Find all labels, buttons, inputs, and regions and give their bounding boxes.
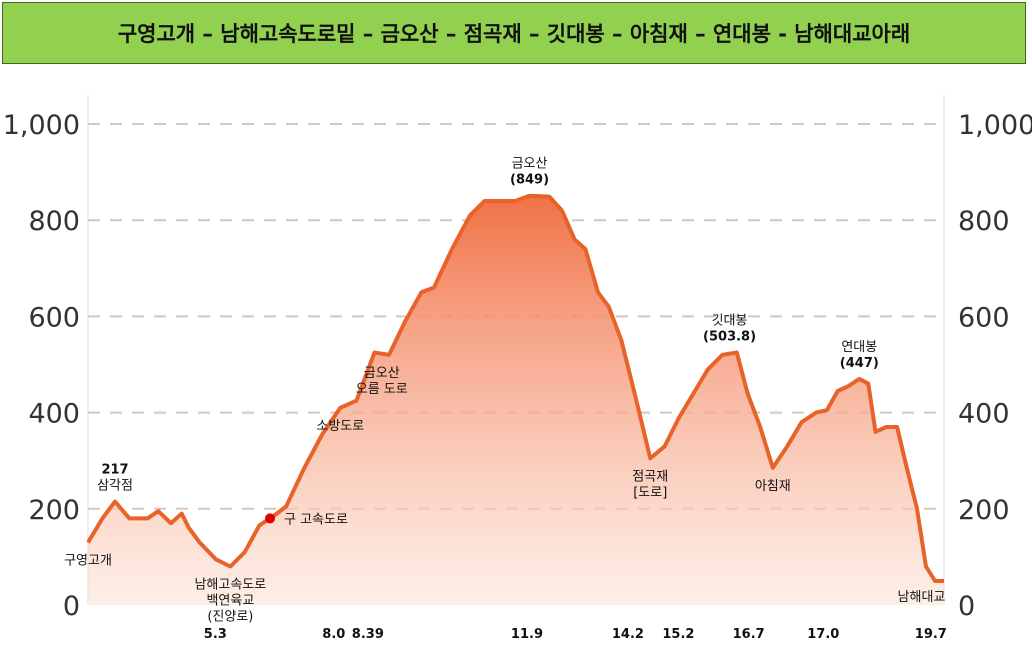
annotation-label: 오름 도로: [356, 382, 408, 397]
annotation-label: 구영고개: [64, 553, 112, 568]
y-tick-label-left: 400: [28, 399, 80, 430]
y-tick-label-right: 800: [958, 206, 1010, 237]
y-tick-label-left: 600: [28, 302, 80, 333]
x-tick-label: 11.9: [511, 627, 543, 642]
annotation-label: (진양로): [207, 610, 253, 625]
annotation-label: 점곡재: [632, 469, 668, 484]
y-tick-label-left: 200: [28, 495, 80, 526]
elevation-area: [88, 195, 944, 605]
y-tick-label-left: 0: [63, 591, 80, 622]
y-tick-label-right: 600: [958, 302, 1010, 333]
annotation-label: 백연육교: [206, 594, 254, 609]
elevation-line: [86, 193, 944, 583]
annotation-label: 소방도로: [316, 419, 364, 434]
x-tick-label: 5.3: [204, 627, 227, 642]
old-highway-marker: [265, 513, 276, 524]
x-tick-label: 14.2: [612, 627, 644, 642]
y-tick-label-right: 200: [958, 495, 1010, 526]
annotation-label: 217: [101, 463, 128, 478]
annotation-label: 깃대봉: [712, 313, 748, 328]
annotation-label: 삼각점: [97, 479, 133, 494]
annotation-label: 아침재: [755, 479, 791, 494]
annotation-label: 금오산: [512, 157, 548, 172]
x-tick-label: 16.7: [733, 627, 765, 642]
x-tick-label: 19.7: [915, 627, 947, 642]
x-tick-label: 17.0: [807, 627, 839, 642]
x-tick-label: 8.0: [322, 627, 345, 642]
y-tick-label-right: 0: [958, 591, 975, 622]
x-tick-label: 8.39: [352, 627, 384, 642]
y-tick-label-right: 1,000: [958, 110, 1032, 141]
annotation-label: 남해대교: [898, 590, 946, 605]
y-ticks-right: 0 200 400 600 800 1,000: [958, 110, 1032, 622]
y-tick-label-right: 400: [958, 399, 1010, 430]
y-ticks-left: 0 200 400 600 800 1,000: [3, 110, 80, 622]
annotation-label: [도로]: [633, 485, 667, 500]
annotation-label: 금오산: [364, 366, 400, 381]
annotation-label: (447): [840, 356, 879, 371]
chart-title-banner: 구영고개 – 남해고속도로밑 – 금오산 – 점곡재 – 깃대봉 – 아침재 –…: [2, 2, 1026, 64]
annotation-label: (503.8): [703, 329, 756, 344]
annotation-label: (849): [510, 173, 549, 188]
chart-title: 구영고개 – 남해고속도로밑 – 금오산 – 점곡재 – 깃대봉 – 아침재 –…: [117, 22, 911, 46]
x-ticks: 5.3 8.0 8.39 11.9 14.2 15.2 16.7 17.0 19.7: [204, 627, 947, 642]
annotation-label: 연대봉: [841, 340, 877, 355]
y-tick-label-left: 1,000: [3, 110, 80, 141]
annotation-label: 남해고속도로: [194, 578, 266, 593]
x-tick-label: 15.2: [662, 627, 694, 642]
y-tick-label-left: 800: [28, 206, 80, 237]
annotation-label: 구 고속도로: [284, 512, 348, 527]
